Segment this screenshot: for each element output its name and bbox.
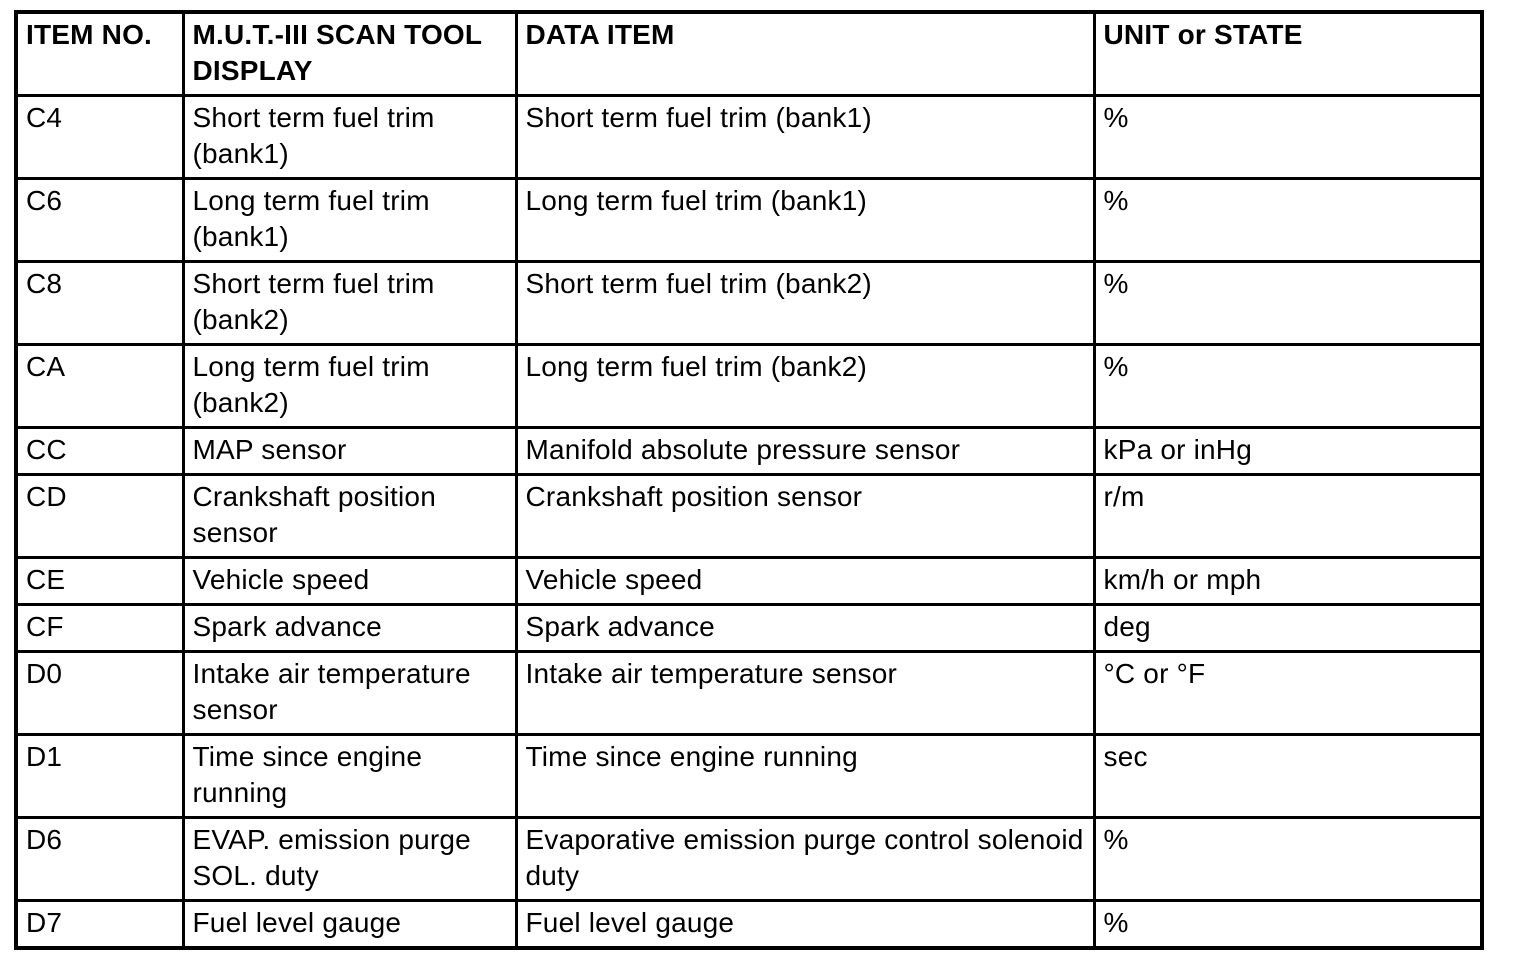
cell-display: Fuel level gauge bbox=[181, 899, 518, 950]
cell-data-item: Vehicle speed bbox=[514, 556, 1096, 606]
table-header-row: ITEM NO. M.U.T.-III SCAN TOOL DISPLAY DA… bbox=[14, 10, 1484, 97]
table-row: D1 Time since engine running Time since … bbox=[14, 733, 1484, 819]
cell-display: MAP sensor bbox=[181, 426, 518, 476]
cell-data-item: Intake air temperature sensor bbox=[514, 650, 1096, 736]
cell-item-no: D0 bbox=[14, 650, 185, 736]
cell-unit: sec bbox=[1092, 733, 1484, 819]
cell-display: Short term fuel trim (bank1) bbox=[181, 94, 518, 180]
cell-data-item: Long term fuel trim (bank2) bbox=[514, 343, 1096, 429]
table-row: D6 EVAP. emission purge SOL. duty Evapor… bbox=[14, 816, 1484, 902]
cell-unit: kPa or inHg bbox=[1092, 426, 1484, 476]
column-header-item-no: ITEM NO. bbox=[14, 10, 185, 97]
column-header-data-item: DATA ITEM bbox=[514, 10, 1096, 97]
cell-display: Spark advance bbox=[181, 603, 518, 653]
table-row: C4 Short term fuel trim (bank1) Short te… bbox=[14, 94, 1484, 180]
cell-display: Intake air temperature sensor bbox=[181, 650, 518, 736]
cell-unit: % bbox=[1092, 94, 1484, 180]
cell-data-item: Fuel level gauge bbox=[514, 899, 1096, 950]
table-row: CD Crankshaft position sensor Crankshaft… bbox=[14, 473, 1484, 559]
cell-data-item: Spark advance bbox=[514, 603, 1096, 653]
cell-data-item: Manifold absolute pressure sensor bbox=[514, 426, 1096, 476]
cell-unit: % bbox=[1092, 343, 1484, 429]
cell-unit: % bbox=[1092, 899, 1484, 950]
table-row: CC MAP sensor Manifold absolute pressure… bbox=[14, 426, 1484, 476]
table-row: C6 Long term fuel trim (bank1) Long term… bbox=[14, 177, 1484, 263]
cell-display: Long term fuel trim (bank1) bbox=[181, 177, 518, 263]
cell-unit: deg bbox=[1092, 603, 1484, 653]
cell-item-no: CA bbox=[14, 343, 185, 429]
cell-item-no: C4 bbox=[14, 94, 185, 180]
cell-display: Time since engine running bbox=[181, 733, 518, 819]
cell-unit: % bbox=[1092, 177, 1484, 263]
cell-data-item: Time since engine running bbox=[514, 733, 1096, 819]
cell-item-no: CC bbox=[14, 426, 185, 476]
column-header-scan-tool-display: M.U.T.-III SCAN TOOL DISPLAY bbox=[181, 10, 518, 97]
cell-data-item: Crankshaft position sensor bbox=[514, 473, 1096, 559]
cell-item-no: C6 bbox=[14, 177, 185, 263]
cell-data-item: Long term fuel trim (bank1) bbox=[514, 177, 1096, 263]
cell-unit: °C or °F bbox=[1092, 650, 1484, 736]
table-row: D0 Intake air temperature sensor Intake … bbox=[14, 650, 1484, 736]
cell-unit: r/m bbox=[1092, 473, 1484, 559]
table-row: CA Long term fuel trim (bank2) Long term… bbox=[14, 343, 1484, 429]
cell-data-item: Short term fuel trim (bank1) bbox=[514, 94, 1096, 180]
cell-item-no: D7 bbox=[14, 899, 185, 950]
cell-display: Crankshaft position sensor bbox=[181, 473, 518, 559]
table-row: C8 Short term fuel trim (bank2) Short te… bbox=[14, 260, 1484, 346]
cell-display: Long term fuel trim (bank2) bbox=[181, 343, 518, 429]
cell-item-no: D1 bbox=[14, 733, 185, 819]
scan-tool-data-table: ITEM NO. M.U.T.-III SCAN TOOL DISPLAY DA… bbox=[14, 10, 1484, 950]
cell-item-no: CE bbox=[14, 556, 185, 606]
cell-item-no: CD bbox=[14, 473, 185, 559]
cell-display: Vehicle speed bbox=[181, 556, 518, 606]
cell-display: Short term fuel trim (bank2) bbox=[181, 260, 518, 346]
cell-display: EVAP. emission purge SOL. duty bbox=[181, 816, 518, 902]
cell-data-item: Evaporative emission purge control solen… bbox=[514, 816, 1096, 902]
cell-item-no: CF bbox=[14, 603, 185, 653]
cell-item-no: D6 bbox=[14, 816, 185, 902]
cell-item-no: C8 bbox=[14, 260, 185, 346]
cell-unit: % bbox=[1092, 816, 1484, 902]
table-row: CF Spark advance Spark advance deg bbox=[14, 603, 1484, 653]
cell-unit: % bbox=[1092, 260, 1484, 346]
column-header-unit-or-state: UNIT or STATE bbox=[1092, 10, 1484, 97]
cell-unit: km/h or mph bbox=[1092, 556, 1484, 606]
table-row: D7 Fuel level gauge Fuel level gauge % bbox=[14, 899, 1484, 950]
table-row: CE Vehicle speed Vehicle speed km/h or m… bbox=[14, 556, 1484, 606]
cell-data-item: Short term fuel trim (bank2) bbox=[514, 260, 1096, 346]
